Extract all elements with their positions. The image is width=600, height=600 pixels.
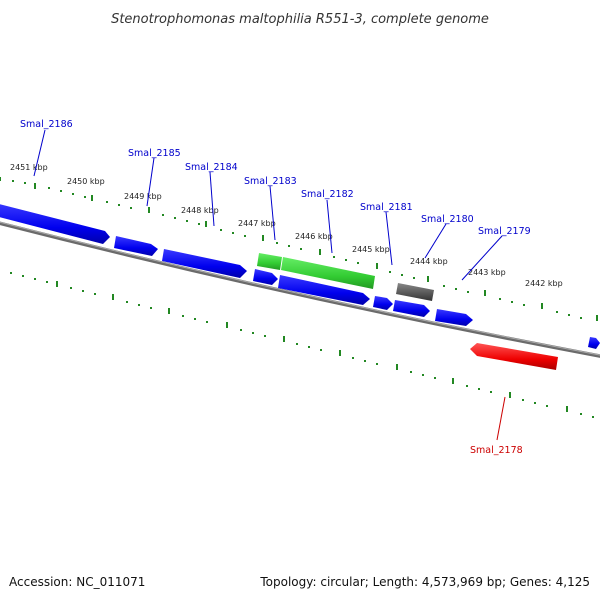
kbp-label: 2447 kbp — [238, 219, 276, 228]
kbp-label: 2446 kbp — [295, 232, 333, 241]
forward-genes-inner — [253, 269, 600, 349]
lower-tick-ring — [10, 272, 594, 418]
gene-feature-smal-2185[interactable] — [114, 236, 158, 256]
genome-backbone — [0, 221, 600, 358]
kbp-labels: 2451 kbp 2450 kbp 2449 kbp 2448 kbp 2447… — [10, 163, 563, 288]
kbp-label: 2444 kbp — [410, 257, 448, 266]
forward-genes — [0, 203, 434, 301]
map-title: Stenotrophomonas maltophilia R551-3, com… — [111, 12, 489, 27]
gene-feature-smal-2181[interactable] — [396, 283, 434, 301]
gene-labels: Smal_2186 Smal_2185 Smal_2184 Smal_2183 … — [20, 119, 531, 456]
upper-tick-ring — [0, 177, 598, 321]
gene-label[interactable]: Smal_2182 — [301, 189, 354, 200]
gene-feature-smal-2183[interactable] — [257, 253, 282, 270]
gene-feature-smal-2186[interactable] — [0, 203, 110, 244]
accession-label: Accession: NC_011071 — [9, 575, 145, 589]
kbp-label: 2448 kbp — [181, 206, 219, 215]
gene-feature-smal-2178[interactable] — [470, 343, 558, 370]
kbp-label: 2451 kbp — [10, 163, 48, 172]
gene-label[interactable]: Smal_2180 — [421, 214, 474, 225]
gene-feature-smal-2180[interactable] — [393, 300, 430, 317]
gene-label[interactable]: Smal_2185 — [128, 148, 181, 159]
gene-feature-smal-2183-inner[interactable] — [253, 269, 278, 285]
gene-label[interactable]: Smal_2183 — [244, 176, 297, 187]
kbp-label: 2443 kbp — [468, 268, 506, 277]
gene-label[interactable]: Smal_2186 — [20, 119, 73, 130]
gene-label[interactable]: Smal_2179 — [478, 226, 531, 237]
gene-feature-smal-2182-inner[interactable] — [278, 275, 370, 305]
gene-feature-smal-2184[interactable] — [162, 249, 247, 278]
kbp-label: 2442 kbp — [525, 279, 563, 288]
genome-backbone-highlight — [0, 221, 600, 356]
genome-summary: Topology: circular; Length: 4,573,969 bp… — [259, 575, 590, 589]
gene-label-leaders — [33, 129, 506, 441]
kbp-label: 2450 kbp — [67, 177, 105, 186]
kbp-label: 2445 kbp — [352, 245, 390, 254]
gene-label[interactable]: Smal_2181 — [360, 202, 413, 213]
gene-feature-smal-2179[interactable] — [435, 309, 473, 326]
kbp-label: 2449 kbp — [124, 192, 162, 201]
gene-feature-smal-2181-inner[interactable] — [373, 296, 393, 310]
gene-feature-edge[interactable] — [588, 337, 600, 349]
gene-label[interactable]: Smal_2178 — [470, 445, 523, 456]
gene-feature-smal-2182[interactable] — [281, 257, 375, 289]
gene-label[interactable]: Smal_2184 — [185, 162, 238, 173]
